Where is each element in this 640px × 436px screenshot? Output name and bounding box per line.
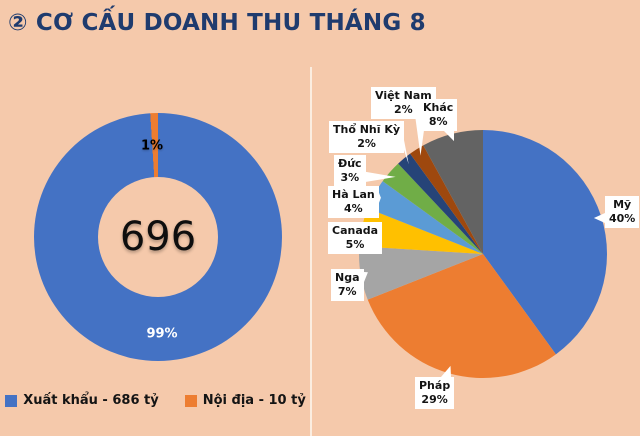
pie-slice-0[interactable] [483,130,608,355]
donut-legend: Xuất khẩu - 686 tỷ Nội địa - 10 tỷ [0,393,311,408]
pie-slice-8[interactable] [423,130,483,254]
donut-label-export-pct: 99% [146,326,178,342]
callout-pointer-1 [441,365,451,377]
legend-label-export: Xuất khẩu - 686 tỷ [23,393,159,408]
pie-callout-duc: Đức 3% [334,155,366,187]
pie-slice-6[interactable] [398,153,483,254]
pie-callout-nga: Nga 7% [331,269,364,301]
callout-pointer-2 [364,272,368,282]
legend-item-domestic: Nội địa - 10 tỷ [184,393,306,408]
callout-pointer-5 [366,171,396,182]
pie-slice-1[interactable] [367,254,556,379]
panel-divider [310,67,312,436]
legend-label-domestic: Nội địa - 10 tỷ [202,393,306,408]
pie-slice-3[interactable] [359,208,483,254]
pie-slice-5[interactable] [382,163,483,254]
legend-swatch-domestic [184,394,197,407]
page-title: ② CƠ CẤU DOANH THU THÁNG 8 [8,10,426,36]
pie-slice-2[interactable] [358,246,483,300]
donut-label-domestic-pct: 1% [140,138,164,154]
legend-item-export: Xuất khẩu - 686 tỷ [5,393,159,408]
donut-chart[interactable]: 696 1% 99% [34,113,282,361]
callout-pointer-4 [379,192,381,203]
pie-callout-my: Mỹ 40% [605,196,640,228]
pie-callout-phap: Pháp 29% [415,377,455,409]
pie-slice-7[interactable] [410,145,483,254]
legend-swatch-export [5,394,18,407]
callout-pointer-6 [404,140,409,165]
pie-callout-khac: Khác 8% [419,99,458,131]
pie-slice-4[interactable] [367,181,483,254]
pie-callout-canada: Canada 5% [328,222,383,254]
pie-callout-tho-nhi-ky: Thổ Nhĩ Kỳ 2% [329,121,405,153]
donut-hole: 696 [98,177,218,297]
callout-pointer-0 [593,212,605,223]
callout-pointer-8 [444,131,454,142]
donut-center-value: 696 [119,214,197,260]
pie-callout-ha-lan: Hà Lan 4% [328,186,379,218]
